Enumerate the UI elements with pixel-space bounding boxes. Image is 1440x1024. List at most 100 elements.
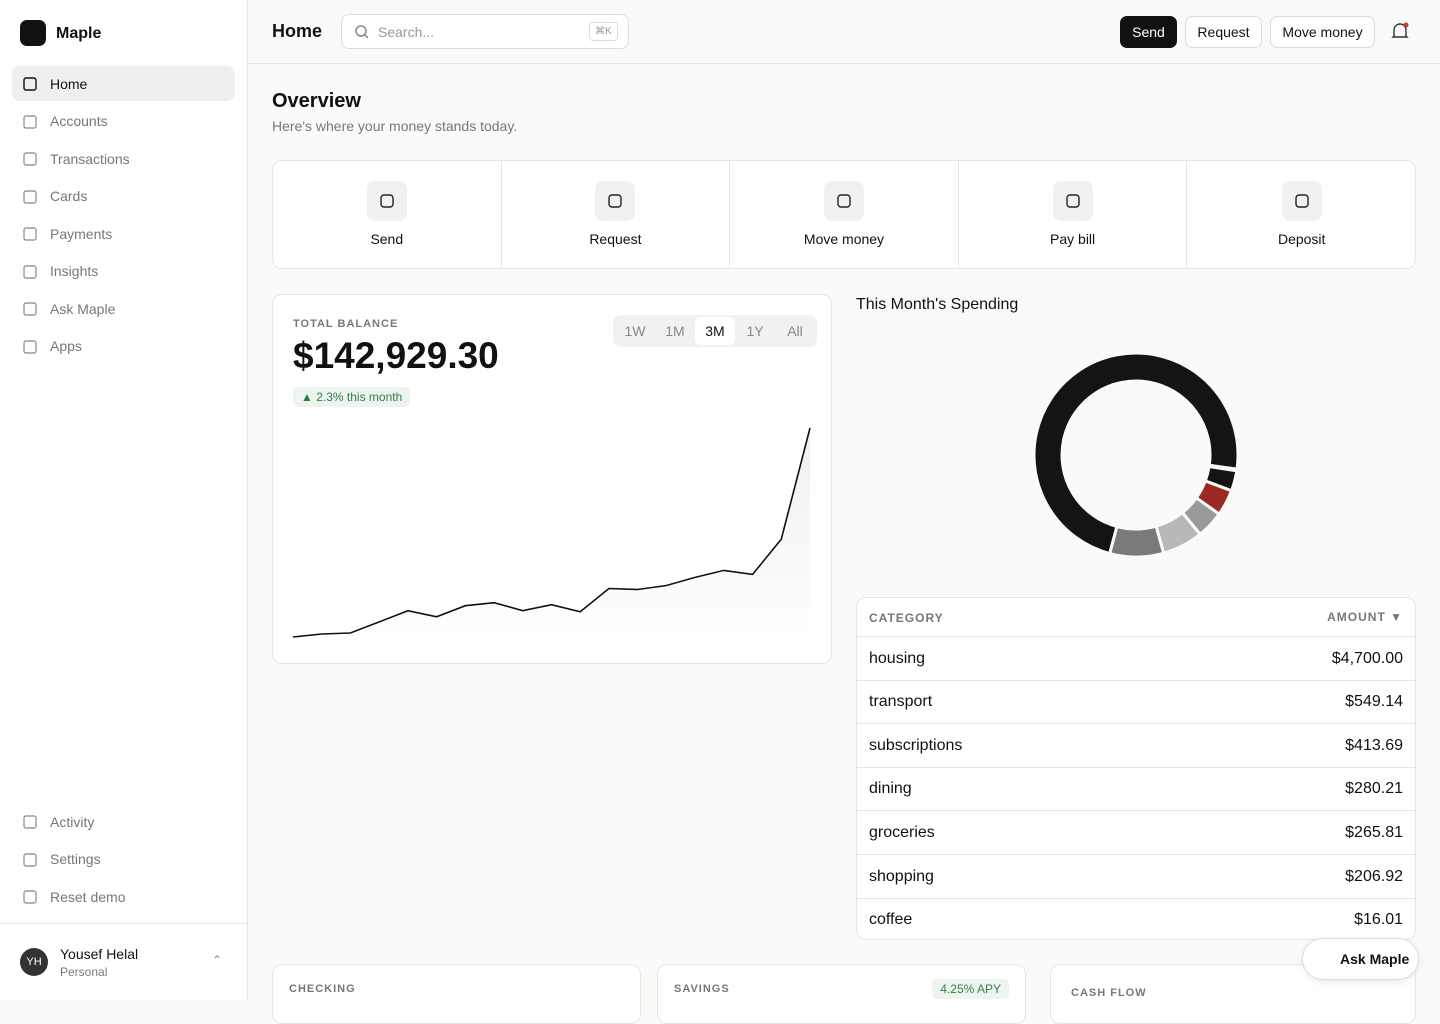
shortcut: ⌘K: [589, 22, 618, 41]
range-selector: 1W 1M 3M 1Y All: [613, 315, 817, 347]
nav-icon: [23, 227, 37, 241]
page-title: Home: [272, 21, 323, 41]
nav-item[interactable]: Settings: [12, 842, 235, 877]
table-row: shopping $206.92: [857, 854, 1415, 898]
nav-label: Reset demo: [50, 888, 126, 905]
header: Home Search... ⌘K Send Request Move money: [248, 0, 1440, 64]
range-option[interactable]: 1Y: [746, 323, 764, 339]
nav-icon: [23, 339, 37, 354]
quick-action[interactable]: Move money: [730, 161, 959, 268]
overview-title: Overview: [272, 90, 361, 112]
quick-action[interactable]: Pay bill: [959, 161, 1188, 268]
brand: Maple: [56, 25, 102, 42]
nav-icon: [23, 152, 37, 166]
nav-item[interactable]: Cards: [12, 179, 235, 214]
nav-icon: [23, 815, 37, 829]
action-icon: [1052, 181, 1093, 221]
quick-action[interactable]: Deposit: [1187, 161, 1415, 268]
nav-item[interactable]: Payments: [12, 216, 235, 251]
range-option[interactable]: 1M: [665, 323, 685, 339]
donut-segment: [1107, 524, 1166, 559]
action-icon: [366, 181, 407, 221]
quick-action[interactable]: Request: [502, 161, 731, 268]
sidebar: Maple YH Yousef Helal Personal ⌃ Home Acc…: [0, 0, 248, 1000]
table-header[interactable]: AMOUNT ▼: [1327, 610, 1403, 624]
category: housing: [869, 649, 926, 667]
nav-label: Insights: [50, 263, 99, 279]
header-button[interactable]: Send: [1120, 16, 1177, 48]
nav-item[interactable]: Transactions: [12, 141, 235, 176]
balance-label: TOTAL BALANCE: [293, 318, 399, 330]
header-button[interactable]: Request: [1185, 16, 1262, 48]
amount: $413.69: [1345, 736, 1403, 754]
nav-label: Activity: [50, 813, 95, 830]
notifications[interactable]: [1391, 22, 1409, 42]
balance-change: ▲ 2.3% this month: [293, 387, 411, 407]
amount: $265.81: [1345, 823, 1403, 841]
range-option[interactable]: All: [787, 323, 803, 339]
nav-icon: [23, 852, 37, 867]
category: subscriptions: [869, 736, 963, 754]
nav-icon: [23, 264, 37, 279]
amount: $206.92: [1345, 867, 1403, 885]
ask-maple-button[interactable]: Ask Maple: [1302, 938, 1419, 980]
nav-label: Accounts: [50, 113, 108, 129]
table-row: housing $4,700.00: [857, 636, 1415, 680]
nav-label: Home: [50, 75, 88, 92]
apy-badge: 4.25% APY: [932, 979, 1009, 999]
user-menu[interactable]: ⌃: [212, 953, 223, 967]
table-row: groceries $265.81: [857, 810, 1415, 854]
nav-icon: [23, 890, 37, 904]
nav-label: Payments: [50, 225, 113, 242]
user-plan: Personal: [60, 965, 108, 979]
amount: $4,700.00: [1331, 649, 1403, 667]
category: groceries: [869, 823, 935, 841]
nav-item[interactable]: Accounts: [12, 104, 235, 139]
amount: $16.01: [1354, 911, 1403, 929]
nav-item[interactable]: Apps: [12, 329, 235, 364]
balance-card: TOTAL BALANCE $142,929.30 ▲ 2.3% this mo…: [272, 294, 832, 664]
quick-action[interactable]: Send: [273, 161, 502, 268]
spending-title: This Month's Spending: [856, 296, 1019, 313]
table-row: dining $280.21: [857, 766, 1415, 811]
action-icon: [823, 181, 864, 221]
nav-item[interactable]: Activity: [12, 804, 235, 839]
card-label: CHECKING: [289, 983, 356, 995]
range-option[interactable]: 1W: [624, 323, 646, 339]
action-icon: [595, 181, 636, 221]
search-placeholder: Search...: [378, 24, 435, 40]
logo: [20, 20, 46, 46]
nav-icon: [23, 302, 37, 316]
range-option[interactable]: 3M: [695, 317, 735, 345]
action-label: Pay bill: [1050, 231, 1096, 247]
amount: $280.21: [1345, 780, 1403, 798]
table-row: coffee $16.01: [857, 897, 1415, 939]
overview-subtitle: Here's where your money stands today.: [272, 118, 518, 134]
nav-item[interactable]: Reset demo: [12, 879, 235, 914]
header-button[interactable]: Move money: [1270, 16, 1375, 48]
amount: $549.14: [1345, 693, 1403, 711]
donut-segment: [1154, 510, 1203, 555]
balance-amount: $142,929.30: [293, 335, 499, 376]
table-row: subscriptions $413.69: [857, 723, 1415, 767]
user-name: Yousef Helal: [60, 946, 139, 962]
card-label: SAVINGS: [674, 983, 730, 995]
category: dining: [869, 780, 912, 798]
search[interactable]: Search... ⌘K: [341, 14, 629, 49]
nav-icon: [23, 114, 37, 129]
table-row: transport $549.14: [857, 679, 1415, 724]
nav-label: Cards: [50, 188, 88, 204]
nav-item[interactable]: Insights: [12, 254, 235, 289]
donut-segment: [1207, 463, 1239, 473]
nav-item[interactable]: Ask Maple: [12, 291, 235, 326]
nav-icon: [23, 77, 37, 91]
nav-item[interactable]: Home: [12, 66, 235, 101]
nav-label: Transactions: [50, 150, 130, 167]
category: shopping: [869, 867, 934, 885]
category: coffee: [869, 911, 913, 929]
spending-table: CATEGORY AMOUNT ▼ housing $4,700.00 transp…: [856, 597, 1416, 940]
action-label: Move money: [803, 231, 885, 247]
nav-icon: [23, 189, 37, 204]
action-label: Send: [370, 231, 404, 247]
donut-segment: [1203, 464, 1239, 493]
